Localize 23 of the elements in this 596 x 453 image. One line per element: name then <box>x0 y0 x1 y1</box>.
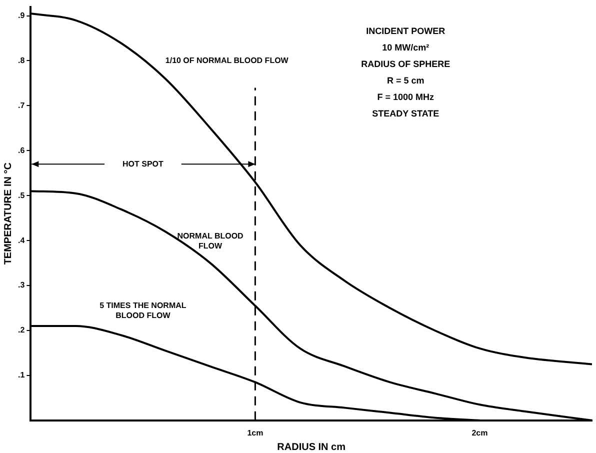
series-label: 1/10 OF NORMAL BLOOD FLOW <box>165 56 289 65</box>
series-label: 5 TIMES THE NORMAL BLOOD FLOW <box>100 300 186 320</box>
y-tick-label: .6 <box>18 146 26 155</box>
x-tick-label: 1cm <box>247 428 264 438</box>
series-label: NORMAL BLOOD FLOW <box>177 231 244 250</box>
annotation: 10 MW/cm² <box>382 42 430 53</box>
annotation: R = 5 cm <box>387 76 424 86</box>
x-axis-title: RADIUS IN cm <box>277 442 346 453</box>
y-tick-label: .9 <box>18 10 26 20</box>
y-tick-label: .1 <box>18 370 26 380</box>
y-tick-label: .5 <box>18 190 26 200</box>
annotation: F = 1000 MHz <box>377 92 435 102</box>
y-axis-title: TEMPERATURE IN °C <box>2 162 14 265</box>
y-tick-label: .8 <box>18 56 26 65</box>
y-tick-label: .3 <box>18 280 26 290</box>
y-tick-label: .2 <box>18 326 26 335</box>
x-tick-label: 2cm <box>472 428 488 438</box>
y-tick-label: .7 <box>18 100 26 110</box>
y-tick-label: .4 <box>18 236 26 245</box>
annotation: STEADY STATE <box>372 108 440 119</box>
annotation: HOT SPOT <box>122 159 164 168</box>
annotation: INCIDENT POWER <box>366 26 446 36</box>
annotation: RADIUS OF SPHERE <box>361 59 450 70</box>
